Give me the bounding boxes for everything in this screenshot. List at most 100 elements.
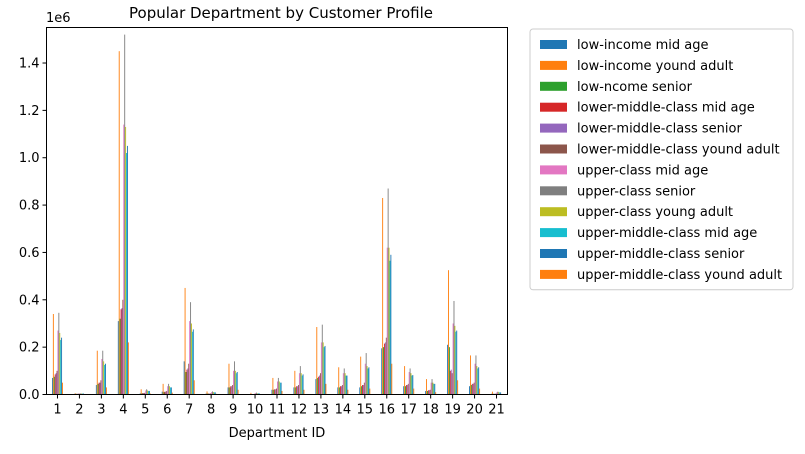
bar-9-series-2 <box>229 364 230 395</box>
bar-9-series-1 <box>228 387 229 394</box>
bar-11-series-3 <box>273 390 274 395</box>
bar-13-series-8 <box>322 325 323 395</box>
legend-label: lower-middle-class senior <box>577 122 742 137</box>
bar-5-series-9 <box>147 390 148 394</box>
bar-1-series-9 <box>59 333 60 395</box>
bar-7-series-5 <box>187 368 188 394</box>
bar-16-series-4 <box>384 344 385 395</box>
bar-3-series-10 <box>104 365 105 395</box>
bar-19-series-5 <box>451 370 452 395</box>
bar-16-series-1 <box>381 348 382 394</box>
x-tick-label: 6 <box>163 403 171 418</box>
bar-12-series-8 <box>300 366 301 394</box>
bar-6-series-8 <box>168 384 169 395</box>
bar-4-series-9 <box>125 127 126 395</box>
bar-7-series-4 <box>186 370 187 395</box>
bar-17-series-12 <box>413 389 414 395</box>
bar-4-series-4 <box>121 309 122 394</box>
bar-20-series-11 <box>478 367 479 394</box>
bar-12-series-5 <box>297 386 298 394</box>
bar-6-series-7 <box>167 386 168 394</box>
bar-13-series-4 <box>318 377 319 395</box>
bar-7-series-12 <box>194 380 195 394</box>
bar-3-series-12 <box>106 387 107 394</box>
legend-swatch <box>540 124 567 133</box>
bar-9-series-9 <box>235 371 236 395</box>
bar-15-series-1 <box>359 387 360 394</box>
bar-16-series-2 <box>382 198 383 395</box>
y-tick-label: 0.4 <box>19 293 40 308</box>
legend-label: upper-middle-class senior <box>577 247 745 262</box>
bar-4-series-5 <box>122 308 123 394</box>
x-tick-label: 20 <box>466 403 483 418</box>
bar-16-series-10 <box>390 261 391 395</box>
legend-swatch <box>540 249 567 258</box>
bar-9-series-11 <box>237 372 238 394</box>
y-tick-label: 0.6 <box>19 246 40 261</box>
legend-swatch <box>540 186 567 195</box>
x-tick-label: 5 <box>141 403 149 418</box>
bar-3-series-5 <box>100 383 101 395</box>
bar-13-series-10 <box>324 347 325 394</box>
bar-1-series-7 <box>57 331 58 395</box>
bar-16-series-12 <box>391 364 392 395</box>
bar-17-series-3 <box>405 386 406 394</box>
bar-14-series-8 <box>344 368 345 394</box>
bar-11-series-8 <box>278 378 279 395</box>
bar-19-series-12 <box>457 380 458 394</box>
bar-9-series-3 <box>229 387 230 394</box>
legend-label: upper-class senior <box>577 184 696 199</box>
bar-15-series-4 <box>362 385 363 394</box>
bar-13-series-1 <box>315 379 316 394</box>
bar-3-series-3 <box>98 384 99 395</box>
bar-14-series-5 <box>341 386 342 394</box>
bar-1-series-12 <box>62 383 63 395</box>
y-axis: 0.00.20.40.60.81.01.21.4 <box>19 57 47 403</box>
bar-5-series-11 <box>149 391 150 395</box>
x-tick-label: 3 <box>97 403 105 418</box>
bar-15-series-3 <box>361 386 362 394</box>
bar-17-series-11 <box>412 375 413 394</box>
bar-9-series-12 <box>238 390 239 395</box>
bar-14-series-1 <box>337 387 338 394</box>
bar-4-series-1 <box>118 321 119 394</box>
bar-12-series-2 <box>294 371 295 395</box>
x-tick-label: 17 <box>400 403 417 418</box>
bar-4-series-3 <box>120 319 121 395</box>
bar-16-series-8 <box>388 189 389 395</box>
bar-4-series-7 <box>123 125 124 395</box>
bar-20-series-3 <box>471 385 472 394</box>
x-tick-label: 15 <box>357 403 374 418</box>
bar-1-series-5 <box>56 373 57 394</box>
legend-label: low-ncome senior <box>577 80 693 95</box>
bar-7-series-1 <box>184 361 185 394</box>
bar-19-series-9 <box>454 326 455 395</box>
bar-20-series-8 <box>475 355 476 394</box>
bar-12-series-11 <box>303 374 304 394</box>
bar-5-series-7 <box>145 390 146 394</box>
bar-11-series-5 <box>275 389 276 394</box>
bar-16-series-11 <box>390 255 391 395</box>
bar-15-series-8 <box>366 353 367 394</box>
x-tick-label: 13 <box>313 403 330 418</box>
bar-1-series-1 <box>52 378 53 395</box>
bar-19-series-1 <box>447 345 448 395</box>
legend-swatch <box>540 228 567 237</box>
bar-19-series-8 <box>454 301 455 395</box>
bar-17-series-6 <box>408 384 409 395</box>
bar-14-series-4 <box>340 386 341 394</box>
bar-17-series-4 <box>406 385 407 394</box>
bar-6-series-10 <box>170 387 171 394</box>
y-tick-label: 0.0 <box>19 388 40 403</box>
bar-3-series-1 <box>96 385 97 394</box>
bar-3-series-2 <box>97 351 98 395</box>
bar-13-series-6 <box>320 373 321 394</box>
x-tick-label: 12 <box>291 403 308 418</box>
bar-16-series-3 <box>383 347 384 394</box>
bar-14-series-9 <box>345 373 346 394</box>
legend-label: upper-middle-class mid age <box>577 226 757 241</box>
bar-11-series-11 <box>281 383 282 395</box>
plot-area <box>52 35 502 395</box>
bar-20-series-7 <box>475 364 476 395</box>
